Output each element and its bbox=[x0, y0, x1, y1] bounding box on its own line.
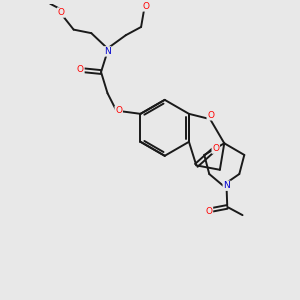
Text: O: O bbox=[77, 65, 84, 74]
Text: O: O bbox=[115, 106, 122, 116]
Text: N: N bbox=[223, 181, 230, 190]
Text: O: O bbox=[58, 8, 64, 17]
Text: N: N bbox=[104, 47, 111, 56]
Text: O: O bbox=[212, 144, 219, 153]
Text: O: O bbox=[142, 2, 149, 11]
Text: O: O bbox=[206, 207, 212, 216]
Text: O: O bbox=[207, 111, 214, 120]
